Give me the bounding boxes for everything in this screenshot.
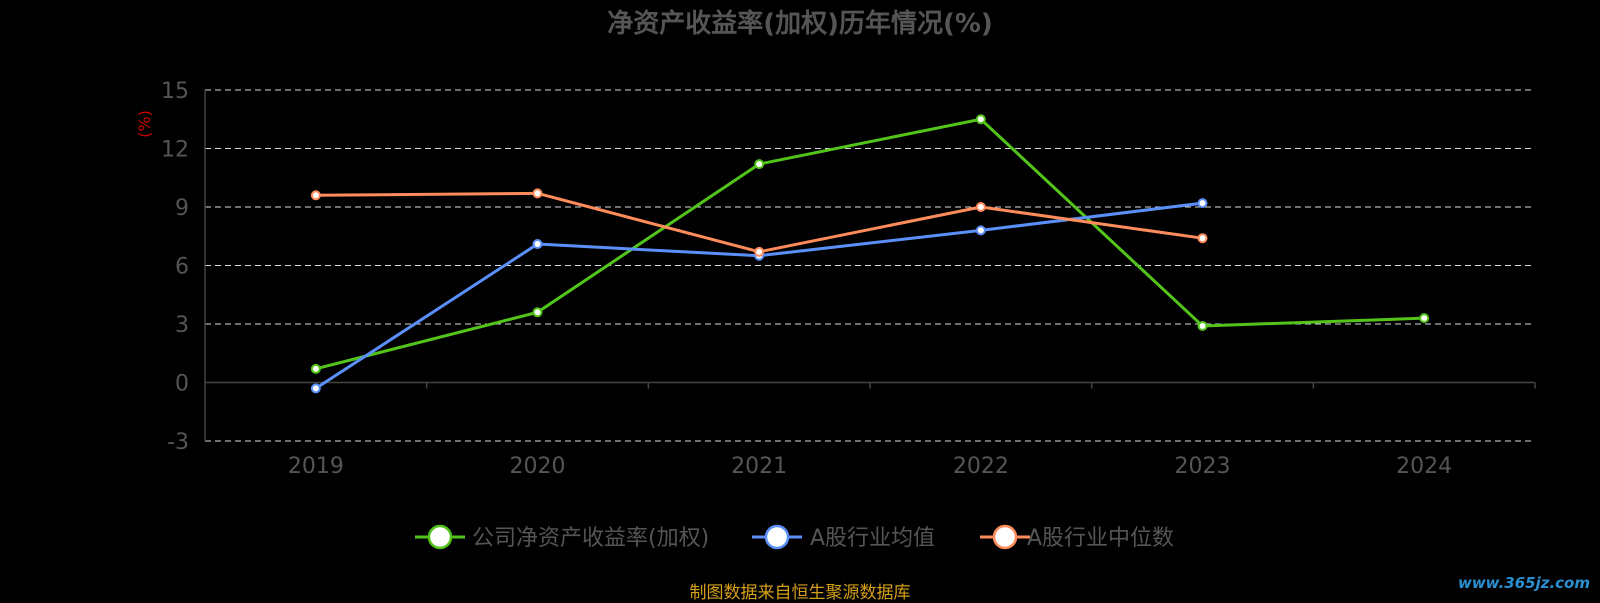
series-3-point: [1197, 233, 1208, 244]
x-tick-label: 2022: [953, 454, 1009, 479]
series-1-point: [310, 363, 321, 374]
series-1-point: [754, 159, 765, 170]
legend-label-2: A股行业均值: [810, 526, 935, 551]
y-tick-label: 9: [175, 196, 189, 221]
y-tick-label: -3: [167, 430, 189, 455]
series-1-point: [532, 307, 543, 318]
x-tick-label: 2024: [1396, 454, 1452, 479]
y-tick-label: 0: [175, 372, 189, 397]
series-2-point: [1197, 198, 1208, 209]
legend-marker-3: [992, 524, 1018, 550]
series-2-point: [310, 383, 321, 394]
legend-label-3: A股行业中位数: [1027, 526, 1174, 551]
x-tick-label: 2020: [510, 454, 566, 479]
y-tick-label: 6: [175, 255, 189, 280]
x-tick-label: 2021: [731, 454, 787, 479]
x-tick-label: 2023: [1175, 454, 1231, 479]
series-3-point: [975, 202, 986, 212]
legend-label-1: 公司净资产收益率(加权): [472, 526, 709, 551]
x-tick-label: 2019: [288, 454, 344, 479]
chart-title: 净资产收益率(加权)历年情况(%): [607, 8, 993, 39]
series-1-point: [1197, 320, 1208, 331]
series-1-point: [1419, 313, 1430, 324]
series-1-point: [975, 114, 986, 125]
series-3-point: [532, 188, 543, 199]
legend-marker-2: [764, 524, 790, 550]
y-tick-label: 15: [161, 79, 189, 104]
series-2-point: [532, 239, 543, 250]
site-watermark: www.365jz.com: [1457, 574, 1590, 592]
legend-marker-1: [427, 524, 453, 550]
y-axis-label: (%): [135, 110, 154, 138]
series-3-point: [754, 246, 765, 257]
y-tick-label: 3: [175, 313, 189, 338]
series-3-point: [310, 190, 321, 201]
y-tick-label: 12: [161, 138, 189, 163]
series-line-1: [315, 117, 1425, 371]
data-source-note: 制图数据来自恒生聚源数据库: [689, 583, 911, 603]
series-2-point: [975, 225, 986, 236]
series-line-2: [315, 201, 1203, 390]
